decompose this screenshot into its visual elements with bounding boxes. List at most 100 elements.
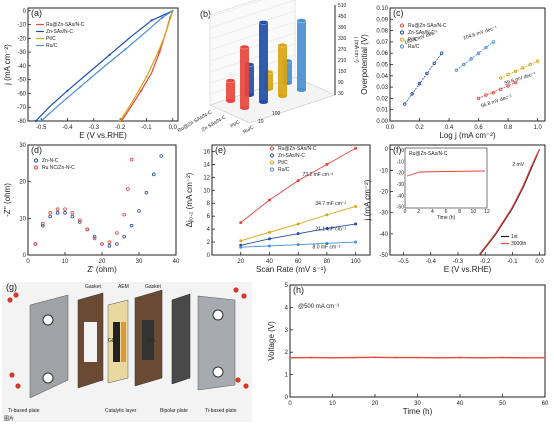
a-plot-frame [27,7,179,122]
c-data-point [432,61,436,66]
e-data-point [239,221,243,225]
h-x-tick-label: 10 [329,401,336,407]
e-legend-label: Zn-SAs/N-C [278,153,305,159]
b-bar [226,80,235,101]
b-depth-tick-label: 10 [258,119,264,125]
c-data-point [491,91,496,95]
c-y-tick-label: 0.07 [376,40,388,46]
d-data-point [126,187,130,191]
h-x-tick-label: 50 [499,401,506,407]
f-y-tick-label: -40 [379,232,388,238]
f-inset-y-tick-label: -30 [397,182,404,188]
b-category-label: Ru/C [242,124,255,135]
b-z-tick-label: 270 [338,47,347,53]
a-data-point [40,119,43,123]
e-legend-label: Ru@Zn-SAs/N-C [278,146,317,152]
c-data-point [528,62,532,67]
a-legend-label: Pt/C [46,36,56,42]
e-y-tick-label: 2 [207,240,211,246]
c-fit-line [456,41,494,71]
f-inset-y-tick-label: 0 [401,148,404,154]
a-data-point [161,16,164,19]
c-x-tick-label: 1.0 [533,125,542,131]
a-data-point [79,85,82,88]
a-y-tick-label: -60 [17,91,26,97]
b-z-tick-label: 90 [338,80,344,86]
b-grid-line [209,0,296,29]
c-y-tick-label: 0.08 [376,29,388,35]
g-ti-plate-right [197,295,236,391]
e-data-point [296,232,300,236]
e-x-tick-label: 80 [324,259,331,265]
e-y-tick-label: 14 [203,162,210,168]
e-x-tick-label: 60 [295,259,302,265]
f-inset-y-tick-label: -20 [397,171,404,177]
e-x-tick-label: 100 [351,259,362,265]
b-bar-top [258,20,269,25]
a-data-point [150,19,153,22]
h-x-tick-label: 40 [457,401,464,407]
d-data-point [48,211,52,215]
c-fit-line [478,82,516,99]
c-y-axis-label: Overpotential (V) [360,34,369,95]
c-y-tick-label: 0.02 [376,96,388,102]
f-plot-frame [389,144,546,256]
c-legend-label: Zn-SAs/N-C [408,30,435,36]
d-data-point [63,211,67,215]
e-legend-marker [269,167,275,172]
a-x-tick-label: -0.4 [62,125,73,131]
h-data-point [310,356,313,359]
d-data-point [115,231,119,235]
g-panel-tag: (g) [6,282,17,292]
b-z-tick-label: 150 [338,69,347,75]
e-x-tick-label: 20 [237,259,244,265]
f-inset-line [406,170,486,177]
e-data-point [239,245,243,249]
a-panel-tag: (a) [31,8,42,18]
g-gas-bubble [13,292,19,298]
b-bar-base [278,94,287,98]
f-x-tick-label: -0.1 [507,259,518,265]
d-data-point [40,222,45,226]
g-gas-bubble [15,383,21,389]
e-y-tick-label: 10 [203,188,210,194]
e-data-point [354,204,358,208]
f-inset-x-tick-label: 6 [445,209,448,215]
h-x-tick-label: 30 [414,401,421,407]
h-panel-tag: (h) [293,285,304,295]
g-gas-bubble [9,372,15,378]
h-y-tick-label: 5 [285,283,289,289]
d-data-point [159,154,164,158]
f-y-tick-label: -30 [379,211,388,217]
f-x-axis-label: E (V vs.RHE) [444,265,492,274]
h-y-tick-label: 4 [285,305,289,311]
g-port [42,314,54,326]
d-data-point [78,218,82,222]
d-x-tick-label: 0 [26,259,30,265]
d-data-point [78,220,82,224]
f-y-tick-label: -50 [379,253,388,259]
f-inset-y-tick-label: -50 [397,205,404,211]
e-data-point [267,230,271,234]
e-x-axis-label: Scan Rate (mV s⁻¹) [256,265,326,274]
a-y-tick-label: -40 [17,64,26,70]
d-y-tick-label: 30 [19,143,26,149]
h-data-point [522,356,525,359]
c-data-point [484,45,488,50]
g-gas-bubble [241,293,247,299]
g-part-label: GDL [146,338,157,344]
a-legend-label: Ru@Zn-SAs/N-C [46,22,85,28]
f-series-line [478,148,541,256]
d-data-point [92,236,97,241]
b-bar-top [296,18,307,23]
b-depth-tick-label: 100 [272,111,281,117]
f-y-axis-label: j (mA cm⁻²) [363,179,372,221]
c-data-point [454,68,459,72]
g-gasket-window [84,322,97,362]
a-x-tick-label: -0.3 [89,125,100,131]
h-y-tick-label: 0 [285,395,289,401]
c-legend-label: Pt/C [408,37,418,43]
e-x-tick-label: 40 [266,259,273,265]
b-bar-base [259,100,268,104]
h-x-tick-label: 0 [288,401,292,407]
